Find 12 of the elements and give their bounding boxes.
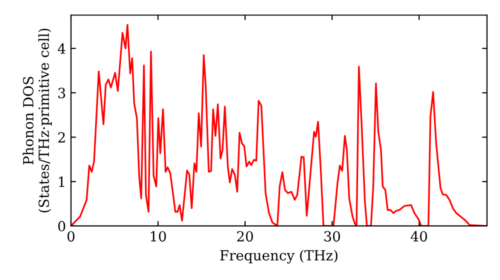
y-tick-label: 1 xyxy=(58,176,64,187)
y-axis-title: Phonon DOS (States/THz·primitive cell) xyxy=(22,28,52,212)
y-tick-label: 0 xyxy=(58,220,66,232)
y-tick-label: 4 xyxy=(58,43,66,54)
y-tick-label: 2 xyxy=(58,132,65,142)
y-tick-label: 3 xyxy=(58,88,66,98)
x-tick-label: 10 xyxy=(150,231,166,242)
x-tick-label: 40 xyxy=(410,231,428,242)
x-tick-label: 0 xyxy=(67,231,74,242)
x-tick-label: 30 xyxy=(324,231,340,242)
x-axis-title: Frequency (THz) xyxy=(220,250,338,264)
x-tick-label: 20 xyxy=(237,231,253,242)
